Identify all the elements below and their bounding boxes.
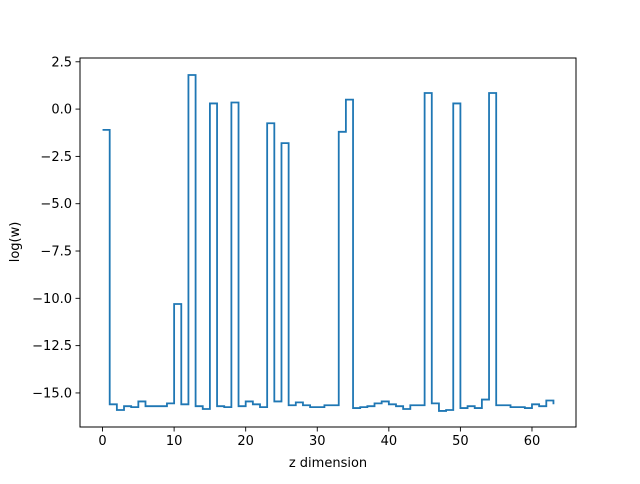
y-tick-label: −2.5 (40, 150, 72, 165)
y-axis-ticks: 2.5 0.0 −2.5 −5.0 −7.5 −10.0 −12.5 −15.0 (32, 55, 80, 401)
axes-frame (79, 57, 577, 428)
x-tick-label: 40 (381, 434, 398, 449)
series-step-line (102, 74, 555, 412)
y-tick-label: −10.0 (32, 292, 72, 307)
plot-area (102, 74, 555, 412)
x-tick-label: 60 (524, 434, 541, 449)
x-tick-label: 10 (166, 434, 183, 449)
x-tick-label: 30 (309, 434, 326, 449)
x-tick-label: 20 (237, 434, 254, 449)
x-tick-label: 50 (452, 434, 469, 449)
x-axis-ticks: 0 10 20 30 40 50 60 (98, 427, 540, 449)
y-tick-label: 2.5 (51, 55, 72, 70)
y-tick-label: −15.0 (32, 386, 72, 401)
x-axis-label: z dimension (289, 456, 367, 471)
y-tick-label: −7.5 (40, 245, 72, 260)
y-tick-label: −12.5 (32, 339, 72, 354)
y-tick-label: 0.0 (51, 103, 72, 118)
x-tick-label: 0 (98, 434, 106, 449)
y-axis-label: log(w) (8, 222, 23, 263)
y-tick-label: −5.0 (40, 197, 72, 212)
